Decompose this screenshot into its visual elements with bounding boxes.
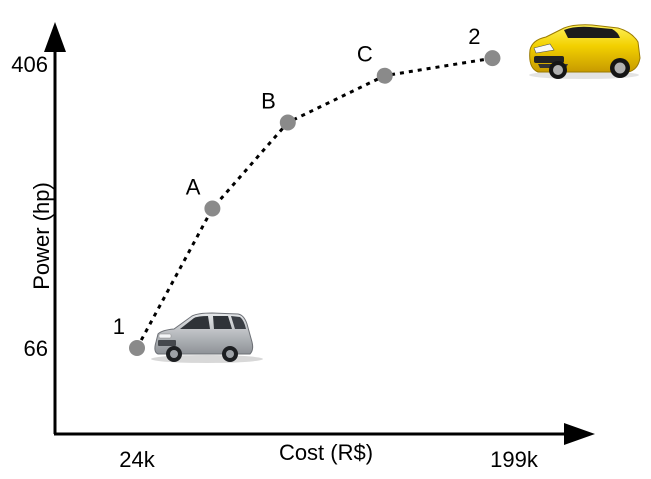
x-axis-arrow [564, 423, 595, 445]
data-point-c [376, 67, 393, 84]
y-tick-label: 406 [11, 52, 48, 77]
data-point-label: C [357, 42, 373, 67]
x-tick-labels: 24k 199k [119, 447, 539, 472]
yellow-sports-car-icon [529, 24, 641, 79]
data-points: 1 A B C 2 [113, 24, 501, 356]
y-axis-arrow [44, 22, 66, 52]
y-axis-label: Power (hp) [29, 182, 54, 290]
x-tick-label: 199k [490, 447, 539, 472]
x-tick-label: 24k [119, 447, 155, 472]
data-point-b [279, 114, 296, 131]
data-point-label: 2 [468, 24, 480, 49]
data-point-label: 1 [113, 314, 125, 339]
y-tick-labels: 66 406 [11, 52, 48, 361]
data-point-label: A [186, 175, 201, 200]
x-axis-label: Cost (R$) [279, 440, 373, 465]
data-point-2 [484, 50, 501, 67]
axes [44, 22, 595, 445]
data-point-1 [129, 340, 145, 356]
series-line [135, 56, 493, 349]
y-tick-label: 66 [24, 336, 48, 361]
data-point-a [204, 200, 221, 217]
silver-hatchback-car-icon [151, 312, 263, 363]
data-point-label: B [261, 88, 276, 113]
